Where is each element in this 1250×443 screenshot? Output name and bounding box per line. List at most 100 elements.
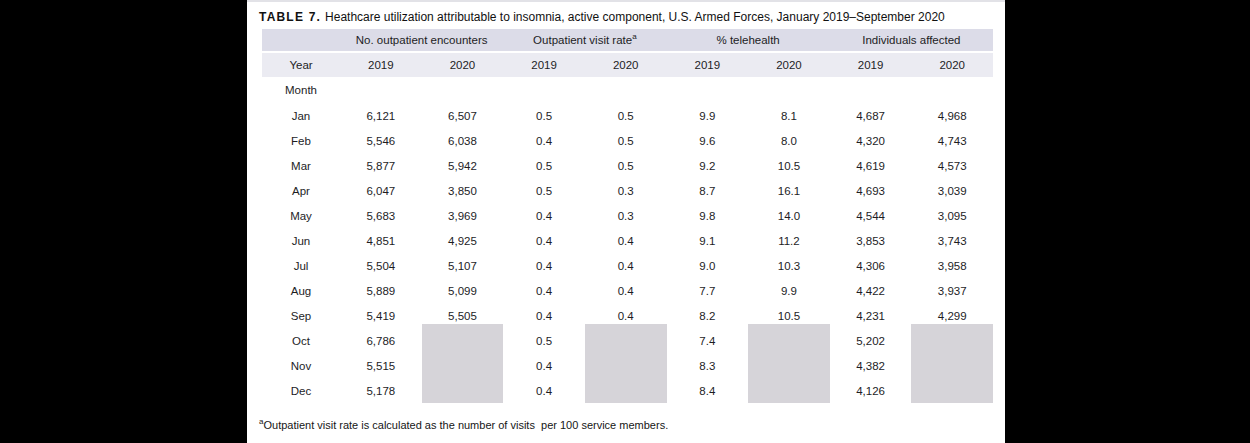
data-cell: 9.1 [667, 228, 749, 253]
data-cell: 5,546 [340, 128, 422, 153]
data-cell: 3,850 [422, 178, 504, 203]
table-row-apr: Apr 6,047 3,850 0.5 0.3 8.7 16.1 4,693 3… [262, 178, 993, 203]
data-cell: 3,743 [911, 228, 993, 253]
data-cell: 4,968 [911, 103, 993, 128]
month-cell: Jun [262, 228, 340, 253]
data-cell: 4,231 [830, 303, 912, 328]
data-cell: 9.9 [748, 278, 830, 303]
data-cell: 0.5 [503, 153, 585, 178]
data-cell: 9.2 [667, 153, 749, 178]
table-number-label: TABLE 7. [259, 10, 321, 24]
data-cell: 4,693 [830, 178, 912, 203]
year-cell: 2019 [830, 53, 912, 77]
no-data-cell [422, 378, 504, 403]
no-data-cell [748, 328, 830, 353]
data-cell: 8.2 [667, 303, 749, 328]
month-cell: Mar [262, 153, 340, 178]
table-row-nov: Nov 5,515 0.4 8.3 4,382 [262, 353, 993, 378]
month-cell: Sep [262, 303, 340, 328]
data-cell: 5,683 [340, 203, 422, 228]
table-row-jul: Jul 5,504 5,107 0.4 0.4 9.0 10.3 4,306 3… [262, 253, 993, 278]
data-cell: 5,202 [830, 328, 912, 353]
data-cell: 0.5 [503, 328, 585, 353]
utilization-table: No. outpatient encounters Outpatient vis… [262, 29, 993, 403]
data-cell: 3,853 [830, 228, 912, 253]
data-cell: 8.3 [667, 353, 749, 378]
group-header-visit-rate: Outpatient visit ratea [503, 29, 666, 53]
year-cell: 2020 [748, 53, 830, 77]
data-cell: 4,851 [340, 228, 422, 253]
data-cell: 4,422 [830, 278, 912, 303]
data-cell: 11.2 [748, 228, 830, 253]
data-cell: 6,786 [340, 328, 422, 353]
data-cell: 3,969 [422, 203, 504, 228]
data-cell: 8.1 [748, 103, 830, 128]
group-header-spacer [262, 29, 340, 53]
data-cell: 6,047 [340, 178, 422, 203]
month-cell: Aug [262, 278, 340, 303]
no-data-cell [748, 353, 830, 378]
data-cell: 0.3 [585, 203, 667, 228]
data-cell: 9.0 [667, 253, 749, 278]
data-cell: 16.1 [748, 178, 830, 203]
data-cell: 8.7 [667, 178, 749, 203]
data-cell: 0.4 [585, 228, 667, 253]
group-header-label: Individuals affected [862, 34, 960, 46]
no-data-cell [585, 353, 667, 378]
data-cell: 10.3 [748, 253, 830, 278]
group-header-row: No. outpatient encounters Outpatient vis… [262, 29, 993, 53]
group-header-label: No. outpatient encounters [356, 34, 488, 46]
data-cell: 3,039 [911, 178, 993, 203]
data-cell: 5,504 [340, 253, 422, 278]
month-cell: Jul [262, 253, 340, 278]
data-cell: 9.8 [667, 203, 749, 228]
data-cell: 5,505 [422, 303, 504, 328]
table-row-mar: Mar 5,877 5,942 0.5 0.5 9.2 10.5 4,619 4… [262, 153, 993, 178]
data-cell: 4,382 [830, 353, 912, 378]
data-cell: 6,507 [422, 103, 504, 128]
data-cell: 8.0 [748, 128, 830, 153]
data-cell: 10.5 [748, 153, 830, 178]
data-cell: 0.5 [503, 178, 585, 203]
data-cell: 10.5 [748, 303, 830, 328]
data-cell: 4,306 [830, 253, 912, 278]
data-cell: 0.4 [503, 278, 585, 303]
no-data-cell [911, 378, 993, 403]
data-cell: 0.4 [503, 378, 585, 403]
no-data-cell [422, 328, 504, 353]
data-cell: 0.5 [585, 153, 667, 178]
month-cell: Apr [262, 178, 340, 203]
table-footnote: aOutpatient visit rate is calculated as … [259, 419, 1005, 431]
data-cell: 5,877 [340, 153, 422, 178]
year-cell: 2019 [503, 53, 585, 77]
data-cell: 4,743 [911, 128, 993, 153]
data-cell: 5,942 [422, 153, 504, 178]
data-cell: 0.4 [585, 278, 667, 303]
data-cell: 0.4 [503, 203, 585, 228]
data-cell: 4,925 [422, 228, 504, 253]
data-cell: 7.4 [667, 328, 749, 353]
table-row-oct: Oct 6,786 0.5 7.4 5,202 [262, 328, 993, 353]
data-cell: 5,889 [340, 278, 422, 303]
year-header-row: Year 2019 2020 2019 2020 2019 2020 2019 … [262, 53, 993, 77]
table-row-jan: Jan 6,121 6,507 0.5 0.5 9.9 8.1 4,687 4,… [262, 103, 993, 128]
month-cell: Nov [262, 353, 340, 378]
group-header-label: Outpatient visit rate [533, 34, 632, 46]
data-cell: 6,038 [422, 128, 504, 153]
data-cell: 3,937 [911, 278, 993, 303]
data-cell: 0.5 [503, 103, 585, 128]
data-cell: 4,544 [830, 203, 912, 228]
data-cell: 0.4 [503, 228, 585, 253]
month-cell: Oct [262, 328, 340, 353]
data-cell: 3,095 [911, 203, 993, 228]
data-cell: 4,126 [830, 378, 912, 403]
group-header-telehealth: % telehealth [667, 29, 830, 53]
month-label: Month [262, 77, 340, 103]
data-cell: 0.4 [503, 128, 585, 153]
no-data-cell [585, 378, 667, 403]
year-cell: 2020 [911, 53, 993, 77]
data-cell: 5,099 [422, 278, 504, 303]
table-row-aug: Aug 5,889 5,099 0.4 0.4 7.7 9.9 4,422 3,… [262, 278, 993, 303]
data-cell: 0.5 [585, 128, 667, 153]
group-header-sup: a [632, 32, 636, 41]
